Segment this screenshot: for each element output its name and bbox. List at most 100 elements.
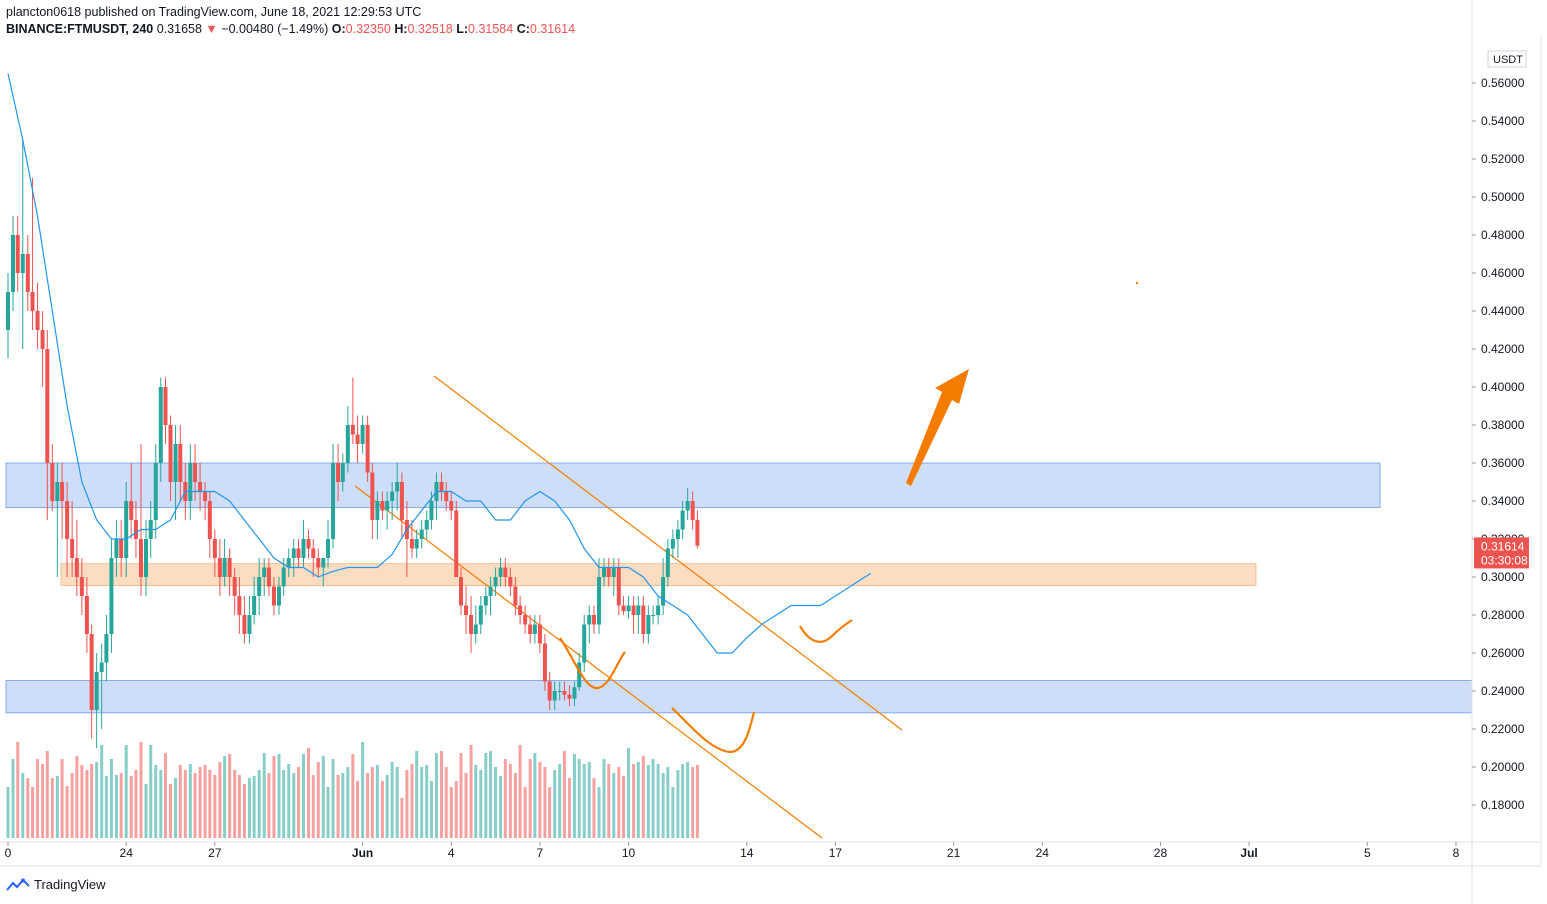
candle: [498, 558, 503, 587]
candle-body: [690, 501, 695, 520]
volume-bar: [695, 765, 699, 838]
candle: [444, 482, 449, 511]
candle: [173, 425, 178, 520]
high-value: 0.32518: [407, 22, 453, 36]
volume-bar: [134, 770, 138, 838]
candle: [331, 444, 336, 549]
candle: [464, 586, 469, 634]
candle-body: [582, 624, 587, 663]
volume-bar: [602, 759, 606, 838]
volume-bar: [95, 762, 99, 838]
candle: [168, 415, 173, 501]
price-tick-label: 0.22000: [1481, 722, 1525, 736]
candle-body: [271, 586, 276, 606]
candle: [15, 216, 20, 292]
volume-layer: [6, 742, 699, 838]
candle-body: [247, 615, 252, 634]
candle: [646, 605, 651, 644]
volume-bar: [390, 762, 394, 838]
candle: [399, 472, 404, 539]
candle-body: [597, 577, 601, 625]
volume-bar: [257, 770, 261, 838]
price-tick-label: 0.46000: [1481, 266, 1525, 280]
countdown-label: 03:30:08: [1481, 553, 1528, 567]
candle-body: [50, 463, 55, 501]
candle-body: [665, 548, 670, 577]
candle: [562, 681, 567, 701]
last-price-label: 0.31614: [1481, 539, 1525, 553]
candle-body: [567, 694, 572, 699]
candle: [336, 444, 341, 501]
volume-bar: [302, 754, 305, 838]
price-tick-label: 0.40000: [1481, 380, 1525, 394]
candle: [685, 487, 690, 520]
candle-body: [454, 510, 459, 577]
volume-bar: [129, 776, 133, 838]
candle-body: [587, 615, 592, 625]
publisher-line: plancton0618 published on TradingView.co…: [6, 5, 422, 19]
channel-lower-line: [354, 485, 823, 839]
candle-body: [262, 567, 267, 577]
candle-body: [20, 254, 25, 273]
volume-bar: [671, 787, 675, 838]
candle: [207, 491, 212, 558]
volume-bar: [572, 754, 576, 838]
candle: [232, 567, 237, 615]
candle-body: [257, 577, 262, 596]
candle-body: [207, 501, 212, 539]
volume-bar: [538, 762, 542, 838]
candle: [636, 596, 641, 634]
candle: [99, 643, 104, 729]
tradingview-logo[interactable]: TradingView: [6, 877, 106, 892]
candle-body: [222, 558, 227, 577]
price-tick-label: 0.48000: [1481, 228, 1525, 242]
candle-body: [685, 501, 690, 511]
candle-body: [651, 615, 656, 616]
candle-body: [547, 681, 552, 701]
volume-bar: [577, 759, 581, 838]
price-tick-label: 0.38000: [1481, 418, 1525, 432]
candle: [582, 615, 587, 672]
volume-bar: [119, 773, 123, 838]
candle: [20, 140, 25, 349]
volume-bar: [415, 751, 419, 838]
candle-body: [513, 586, 518, 606]
volume-bar: [41, 764, 45, 838]
candle-body: [498, 567, 503, 577]
volume-bar: [636, 762, 640, 838]
volume-bar: [60, 759, 64, 838]
candle: [321, 558, 326, 587]
volume-bar: [183, 770, 187, 838]
candle: [40, 311, 45, 387]
candle: [262, 558, 267, 596]
volume-bar: [656, 764, 660, 838]
candle: [493, 567, 498, 596]
candle-body: [591, 615, 596, 625]
volume-bar: [277, 754, 281, 838]
candle-body: [74, 558, 79, 577]
volume-bar: [26, 778, 30, 838]
volume-bar: [587, 762, 591, 838]
candle-body: [483, 596, 488, 606]
candle: [597, 558, 601, 634]
volume-bar: [676, 770, 680, 838]
candle: [478, 596, 483, 634]
candle-body: [30, 292, 35, 311]
candle-body: [104, 634, 109, 663]
candle: [6, 273, 10, 359]
candle-body: [133, 520, 138, 539]
candle-body: [138, 539, 143, 577]
candle: [79, 558, 84, 615]
candle: [508, 567, 513, 596]
symbol-label[interactable]: BINANCE:FTMUSDT, 240: [6, 22, 154, 36]
candle-body: [528, 624, 533, 634]
price-tick-label: 0.26000: [1481, 646, 1525, 660]
candle-body: [577, 662, 582, 688]
volume-bar: [336, 775, 340, 838]
candle: [473, 605, 478, 644]
candle: [390, 482, 395, 520]
candle-body: [670, 539, 675, 549]
candle: [459, 567, 464, 615]
last-price: 0.31658: [156, 22, 202, 36]
